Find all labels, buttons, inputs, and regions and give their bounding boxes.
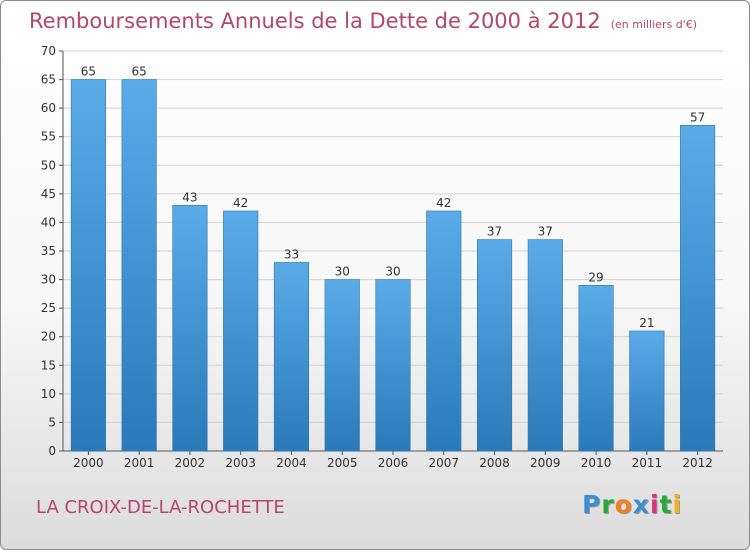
proxiti-logo: Proxiti	[582, 490, 682, 519]
logo-letter: P	[582, 490, 602, 519]
chart-title: Remboursements Annuels de la Dette de 20…	[29, 9, 697, 33]
bar	[476, 239, 513, 452]
y-tick-label: 50	[41, 158, 56, 172]
data-label: 37	[487, 225, 502, 239]
x-tick-label: 2000	[73, 456, 104, 470]
bar	[578, 284, 614, 452]
y-tick-label: 35	[41, 244, 56, 258]
y-tick-label: 70	[41, 44, 56, 58]
data-label: 65	[132, 65, 147, 79]
chart-title-text: Remboursements Annuels de la Dette de 20…	[29, 9, 601, 33]
y-tick-label: 45	[41, 187, 56, 201]
x-tick-label: 2004	[276, 456, 307, 470]
data-label: 21	[639, 316, 654, 330]
bar	[223, 210, 259, 452]
data-label: 33	[284, 247, 299, 261]
x-tick-label: 2005	[327, 456, 358, 470]
y-tick-label: 30	[41, 273, 56, 287]
bar	[527, 239, 563, 452]
x-tick-label: 2001	[124, 456, 155, 470]
y-tick-label: 20	[41, 330, 56, 344]
bar	[324, 279, 360, 452]
logo-letter: o	[614, 490, 633, 519]
logo-letter: r	[601, 490, 615, 519]
bar	[70, 79, 106, 452]
bar	[375, 279, 411, 452]
x-tick-label: 2007	[428, 456, 459, 470]
data-label: 29	[588, 270, 603, 284]
data-label: 57	[690, 110, 705, 124]
data-label: 42	[233, 196, 248, 210]
x-tick-label: 2008	[479, 456, 510, 470]
y-tick-label: 10	[41, 387, 56, 401]
x-tick-label: 2012	[682, 456, 713, 470]
x-tick-label: 2006	[378, 456, 409, 470]
y-tick-label: 65	[41, 73, 56, 87]
x-tick-label: 2002	[175, 456, 206, 470]
y-tick-label: 15	[41, 358, 56, 372]
bars	[70, 79, 716, 452]
logo-letter: i	[650, 490, 660, 519]
logo-letter: t	[659, 490, 673, 519]
x-tick-label: 2011	[632, 456, 663, 470]
data-label: 65	[81, 65, 96, 79]
x-tick-label: 2009	[530, 456, 561, 470]
data-label: 43	[182, 190, 197, 204]
logo-letter: x	[632, 490, 650, 519]
bar	[273, 262, 310, 452]
y-tick-label: 25	[41, 301, 56, 315]
bar	[680, 124, 716, 452]
data-label: 30	[385, 265, 400, 279]
y-tick-label: 0	[48, 444, 56, 458]
bar	[426, 210, 462, 452]
logo-letter: i	[672, 490, 683, 519]
y-tick-label: 55	[41, 130, 56, 144]
x-tick-label: 2003	[225, 456, 256, 470]
y-tick-label: 40	[41, 215, 56, 229]
data-label: 30	[335, 265, 350, 279]
data-label: 37	[538, 225, 553, 239]
commune-name: LA CROIX-DE-LA-ROCHETTE	[36, 497, 285, 518]
bar	[172, 204, 208, 452]
y-tick-label: 60	[41, 101, 56, 115]
x-tick-label: 2010	[581, 456, 612, 470]
labels: 0 5 10 15 20 25 30 35 40 45 50 55 60 65 70 65 2000 65 2001…	[41, 44, 713, 470]
bar	[121, 79, 157, 452]
chart-unit-text: (en milliers d'€)	[610, 18, 697, 31]
bar	[629, 330, 665, 452]
data-label: 42	[436, 196, 451, 210]
y-tick-label: 5	[48, 415, 56, 429]
